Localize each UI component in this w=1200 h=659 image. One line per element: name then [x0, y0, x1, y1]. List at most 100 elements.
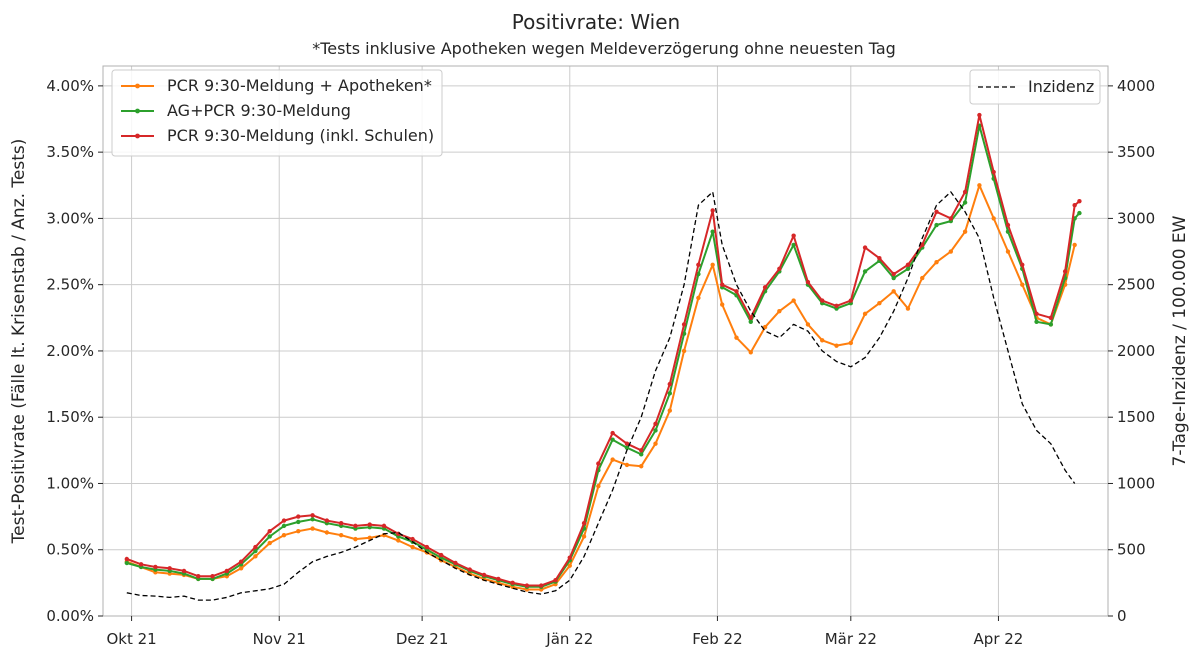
data-point — [167, 566, 172, 571]
data-point — [253, 554, 258, 559]
y-axis-label-left: Test-Positivrate (Fälle lt. Krisenstab /… — [9, 139, 29, 545]
data-point — [281, 532, 287, 538]
data-point — [1034, 319, 1039, 324]
legend-label: AG+PCR 9:30-Meldung — [167, 101, 351, 120]
data-point — [734, 289, 739, 294]
data-point — [596, 483, 601, 489]
data-point — [281, 523, 287, 529]
data-point — [653, 421, 658, 427]
y-tick-label-left: 1.00% — [46, 474, 94, 492]
x-tick-label: Jän 22 — [545, 630, 593, 648]
data-point — [138, 562, 144, 567]
data-point — [719, 282, 725, 287]
data-point — [820, 338, 825, 343]
x-tick-label: Dez 21 — [396, 630, 449, 648]
data-point — [777, 266, 782, 271]
data-point — [834, 343, 839, 348]
data-point — [962, 229, 968, 234]
x-tick-label: Apr 22 — [974, 630, 1024, 648]
data-point — [667, 408, 673, 413]
y-tick-label-left: 2.00% — [46, 342, 94, 360]
data-point — [653, 428, 658, 433]
data-point — [467, 567, 472, 572]
data-point — [667, 391, 673, 396]
data-point — [710, 262, 715, 267]
data-point — [296, 528, 301, 534]
data-point — [805, 279, 811, 285]
data-point — [748, 350, 753, 355]
y-tick-label-right: 3000 — [1117, 209, 1155, 227]
data-point — [524, 583, 530, 588]
data-point — [310, 526, 315, 531]
data-point — [710, 208, 715, 213]
data-point — [624, 462, 630, 468]
y-tick-label-left: 1.50% — [46, 408, 94, 426]
x-tick-label: Nov 21 — [253, 630, 306, 648]
x-tick-label: Okt 21 — [106, 630, 156, 648]
data-point — [410, 536, 415, 542]
data-point — [1077, 198, 1082, 204]
data-point — [367, 522, 372, 527]
series-pcr-9-30-meldung-inkl-schulen — [124, 112, 1082, 588]
data-point — [920, 275, 925, 281]
y-tick-label-right: 0 — [1117, 607, 1127, 625]
data-point — [438, 552, 444, 558]
data-point — [581, 534, 587, 539]
data-point — [862, 311, 868, 317]
data-point — [510, 580, 515, 586]
data-point — [1072, 242, 1077, 248]
data-point — [696, 295, 701, 301]
data-point — [596, 461, 601, 466]
data-point — [124, 560, 130, 566]
y-tick-label-right: 1000 — [1117, 474, 1155, 492]
data-point — [696, 262, 701, 267]
data-point — [977, 183, 982, 188]
data-point — [891, 271, 896, 277]
data-point — [791, 298, 796, 303]
y-tick-label-left: 4.00% — [46, 77, 94, 95]
y-tick-label-left: 3.50% — [46, 143, 94, 161]
legend-entry: Inzidenz — [978, 77, 1094, 96]
data-point — [934, 209, 939, 214]
data-point — [877, 301, 882, 306]
data-point — [153, 564, 158, 570]
data-point — [253, 544, 258, 550]
data-point — [991, 169, 996, 175]
data-point — [877, 255, 882, 261]
data-point — [991, 216, 996, 221]
data-point — [791, 242, 796, 248]
data-point — [891, 289, 896, 294]
data-point — [891, 275, 896, 281]
data-point — [1020, 282, 1025, 287]
series-layer — [124, 112, 1082, 601]
legend-entry: PCR 9:30-Meldung (inkl. Schulen) — [121, 126, 434, 145]
data-point — [553, 578, 558, 583]
data-point — [1020, 262, 1025, 267]
data-point — [610, 457, 615, 462]
data-point — [762, 324, 768, 330]
data-point — [791, 233, 796, 238]
data-point — [610, 437, 615, 442]
series-line — [126, 184, 1076, 591]
data-point — [296, 519, 301, 525]
data-point — [681, 348, 687, 354]
data-point — [862, 245, 868, 250]
data-point — [639, 464, 644, 469]
data-point — [567, 555, 572, 560]
series-line — [126, 191, 1076, 601]
data-point — [324, 530, 330, 535]
axis-right: 0 500 1000 1500 2000 2500 3000 3500 4000 — [1108, 77, 1155, 625]
data-point — [624, 445, 630, 450]
data-point — [777, 308, 782, 314]
legend-marker — [135, 133, 140, 139]
data-point — [567, 563, 572, 568]
data-point — [1034, 311, 1039, 317]
data-point — [805, 322, 811, 327]
data-point — [496, 576, 501, 582]
data-point — [719, 302, 725, 307]
data-point — [948, 249, 954, 254]
data-point — [267, 534, 272, 539]
chart-title: Positivrate: Wien — [512, 10, 680, 34]
data-point — [905, 306, 911, 311]
legend-left: PCR 9:30-Meldung + Apotheken* AG+PCR 9:30… — [111, 69, 443, 157]
